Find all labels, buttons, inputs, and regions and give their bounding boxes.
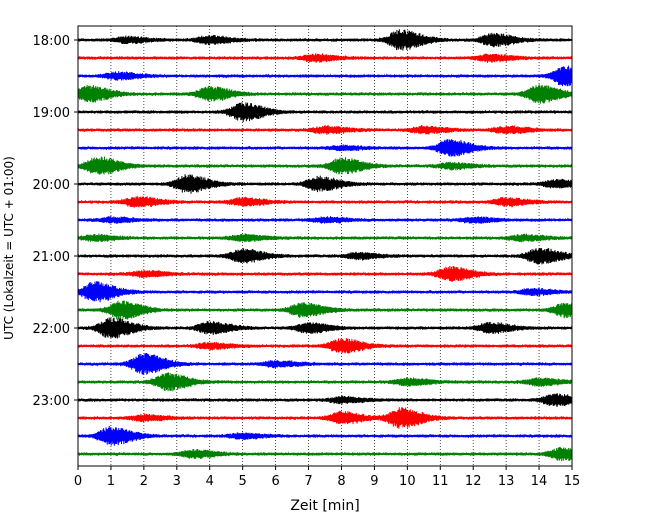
trace-1800 (77, 29, 573, 51)
x-tick-label-11: 11 (432, 474, 449, 489)
x-tick-label-5: 5 (239, 474, 247, 489)
trace-2145 (77, 300, 573, 320)
x-tick-label-6: 6 (271, 474, 279, 489)
x-tick-label-9: 9 (370, 474, 378, 489)
y-axis-label: UTC (Lokalzeit = UTC + 01:00) (2, 156, 16, 340)
x-tick-label-15: 15 (564, 474, 581, 489)
x-axis-label: Zeit [min] (290, 498, 359, 514)
y-tick-label-1900: 19:00 (33, 106, 70, 121)
x-tick-label-8: 8 (337, 474, 345, 489)
x-axis-ticks: 0 1 2 3 4 5 6 7 8 9 10 11 12 13 14 15 (74, 466, 580, 489)
trace-1815 (77, 53, 573, 63)
trace-2330 (77, 425, 573, 446)
y-tick-label-2000: 20:00 (33, 178, 70, 193)
trace-2130 (77, 281, 573, 303)
trace-2245 (77, 372, 573, 392)
trace-1930 (77, 139, 573, 157)
x-tick-label-13: 13 (498, 474, 515, 489)
trace-1945 (77, 156, 573, 175)
x-tick-label-2: 2 (140, 474, 148, 489)
trace-2300 (77, 393, 573, 408)
trace-2230 (77, 353, 573, 375)
trace-1845 (77, 84, 573, 104)
x-tick-label-3: 3 (173, 474, 181, 489)
trace-2215 (77, 338, 573, 354)
trace-1830 (77, 65, 573, 87)
trace-2015 (77, 196, 573, 208)
x-tick-label-1: 1 (107, 474, 115, 489)
y-tick-label-2100: 21:00 (33, 250, 70, 265)
x-tick-label-7: 7 (304, 474, 312, 489)
trace-2030 (77, 215, 573, 224)
y-tick-label-2200: 22:00 (33, 322, 70, 337)
y-axis-ticks: 18:00 19:00 20:00 21:00 22:00 23:00 (33, 34, 78, 409)
plot-frame (77, 25, 573, 467)
trace-2200 (77, 317, 573, 339)
trace-2315 (77, 407, 573, 429)
trace-1915 (77, 125, 573, 135)
x-tick-label-12: 12 (465, 474, 482, 489)
x-tick-label-0: 0 (74, 474, 82, 489)
y-tick-label-1800: 18:00 (33, 34, 70, 49)
trace-2045 (77, 233, 573, 243)
trace-2345 (77, 446, 573, 462)
trace-2000 (77, 174, 573, 194)
x-tick-label-10: 10 (399, 474, 416, 489)
x-tick-label-14: 14 (531, 474, 548, 489)
y-tick-label-2300: 23:00 (33, 394, 70, 409)
trace-2115 (77, 265, 573, 282)
trace-layer (77, 29, 573, 462)
trace-2100 (77, 247, 573, 265)
x-tick-label-4: 4 (206, 474, 214, 489)
trace-1900 (77, 102, 573, 123)
